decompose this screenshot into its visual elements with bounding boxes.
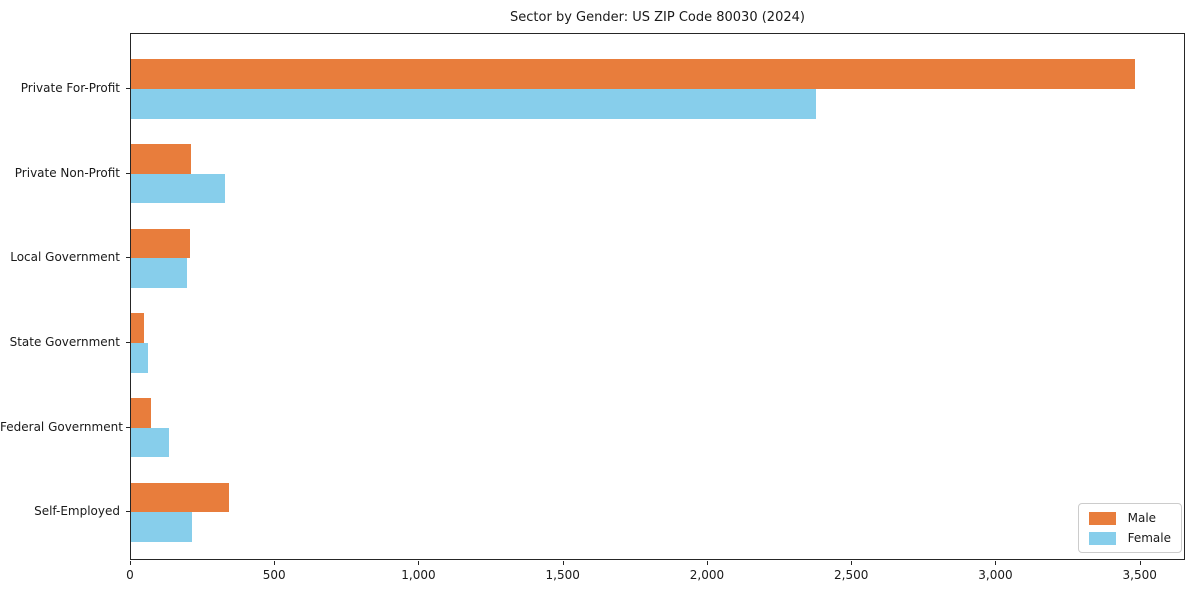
y-tick-label-0: Private For-Profit — [20, 81, 120, 96]
x-tick-label-7: 3,500 — [1122, 568, 1157, 582]
y-tick-mark-3 — [126, 342, 130, 344]
bar-male-0 — [131, 59, 1135, 90]
x-tick-label-6: 3,000 — [978, 568, 1013, 582]
bar-female-3 — [131, 343, 148, 373]
y-tick-mark-5 — [126, 511, 130, 513]
x-tick-mark-1 — [274, 561, 276, 565]
y-tick-label-2: Local Government — [10, 250, 120, 265]
x-tick-label-2: 1,000 — [401, 568, 436, 582]
x-tick-mark-4 — [706, 561, 708, 565]
legend-swatch-female — [1088, 531, 1116, 545]
x-tick-mark-6 — [995, 561, 997, 565]
x-tick-label-4: 2,000 — [689, 568, 725, 582]
bar-female-5 — [131, 512, 193, 543]
bar-female-2 — [131, 258, 188, 289]
y-tick-mark-1 — [126, 172, 130, 174]
legend: Male Female — [1077, 503, 1182, 553]
bar-male-5 — [131, 482, 230, 513]
x-tick-mark-5 — [851, 561, 853, 565]
bar-male-1 — [131, 144, 191, 174]
x-tick-mark-2 — [418, 561, 420, 565]
x-axis: 0 500 1,000 1,500 2,000 2,500 3,000 3,500 — [126, 561, 1185, 600]
y-tick-mark-0 — [126, 88, 130, 90]
legend-row-female: Female — [1088, 531, 1171, 545]
y-tick-label-5: Self-Employed — [34, 504, 120, 519]
legend-label-male: Male — [1127, 511, 1157, 525]
legend-row-male: Male — [1088, 511, 1171, 525]
y-tick-label-4: Federal Government — [0, 419, 123, 434]
y-tick-mark-4 — [126, 426, 130, 428]
y-tick-label-1: Private Non-Profit — [14, 165, 120, 180]
x-tick-mark-0 — [130, 561, 131, 565]
bar-female-4 — [131, 427, 170, 458]
y-tick-mark-2 — [126, 257, 130, 259]
x-tick-label-1: 500 — [262, 568, 286, 582]
legend-swatch-male — [1088, 511, 1116, 525]
y-tick-label-3: State Government — [9, 335, 120, 350]
y-axis: Private For-Profit Private Non-Profit Loca… — [0, 33, 130, 560]
legend-label-female: Female — [1127, 531, 1171, 545]
bar-male-3 — [131, 313, 144, 344]
bar-male-4 — [131, 398, 151, 428]
plot-area — [130, 33, 1185, 560]
x-tick-label-5: 2,500 — [834, 568, 869, 582]
bar-male-2 — [131, 228, 191, 259]
chart-title: Sector by Gender: US ZIP Code 80030 (202… — [510, 10, 805, 25]
x-tick-mark-3 — [562, 561, 564, 565]
x-tick-label-3: 1,500 — [545, 568, 580, 582]
bar-female-1 — [131, 173, 225, 204]
x-tick-label-0: 0 — [126, 568, 134, 582]
bar-female-0 — [131, 89, 817, 119]
x-tick-mark-7 — [1139, 561, 1141, 565]
